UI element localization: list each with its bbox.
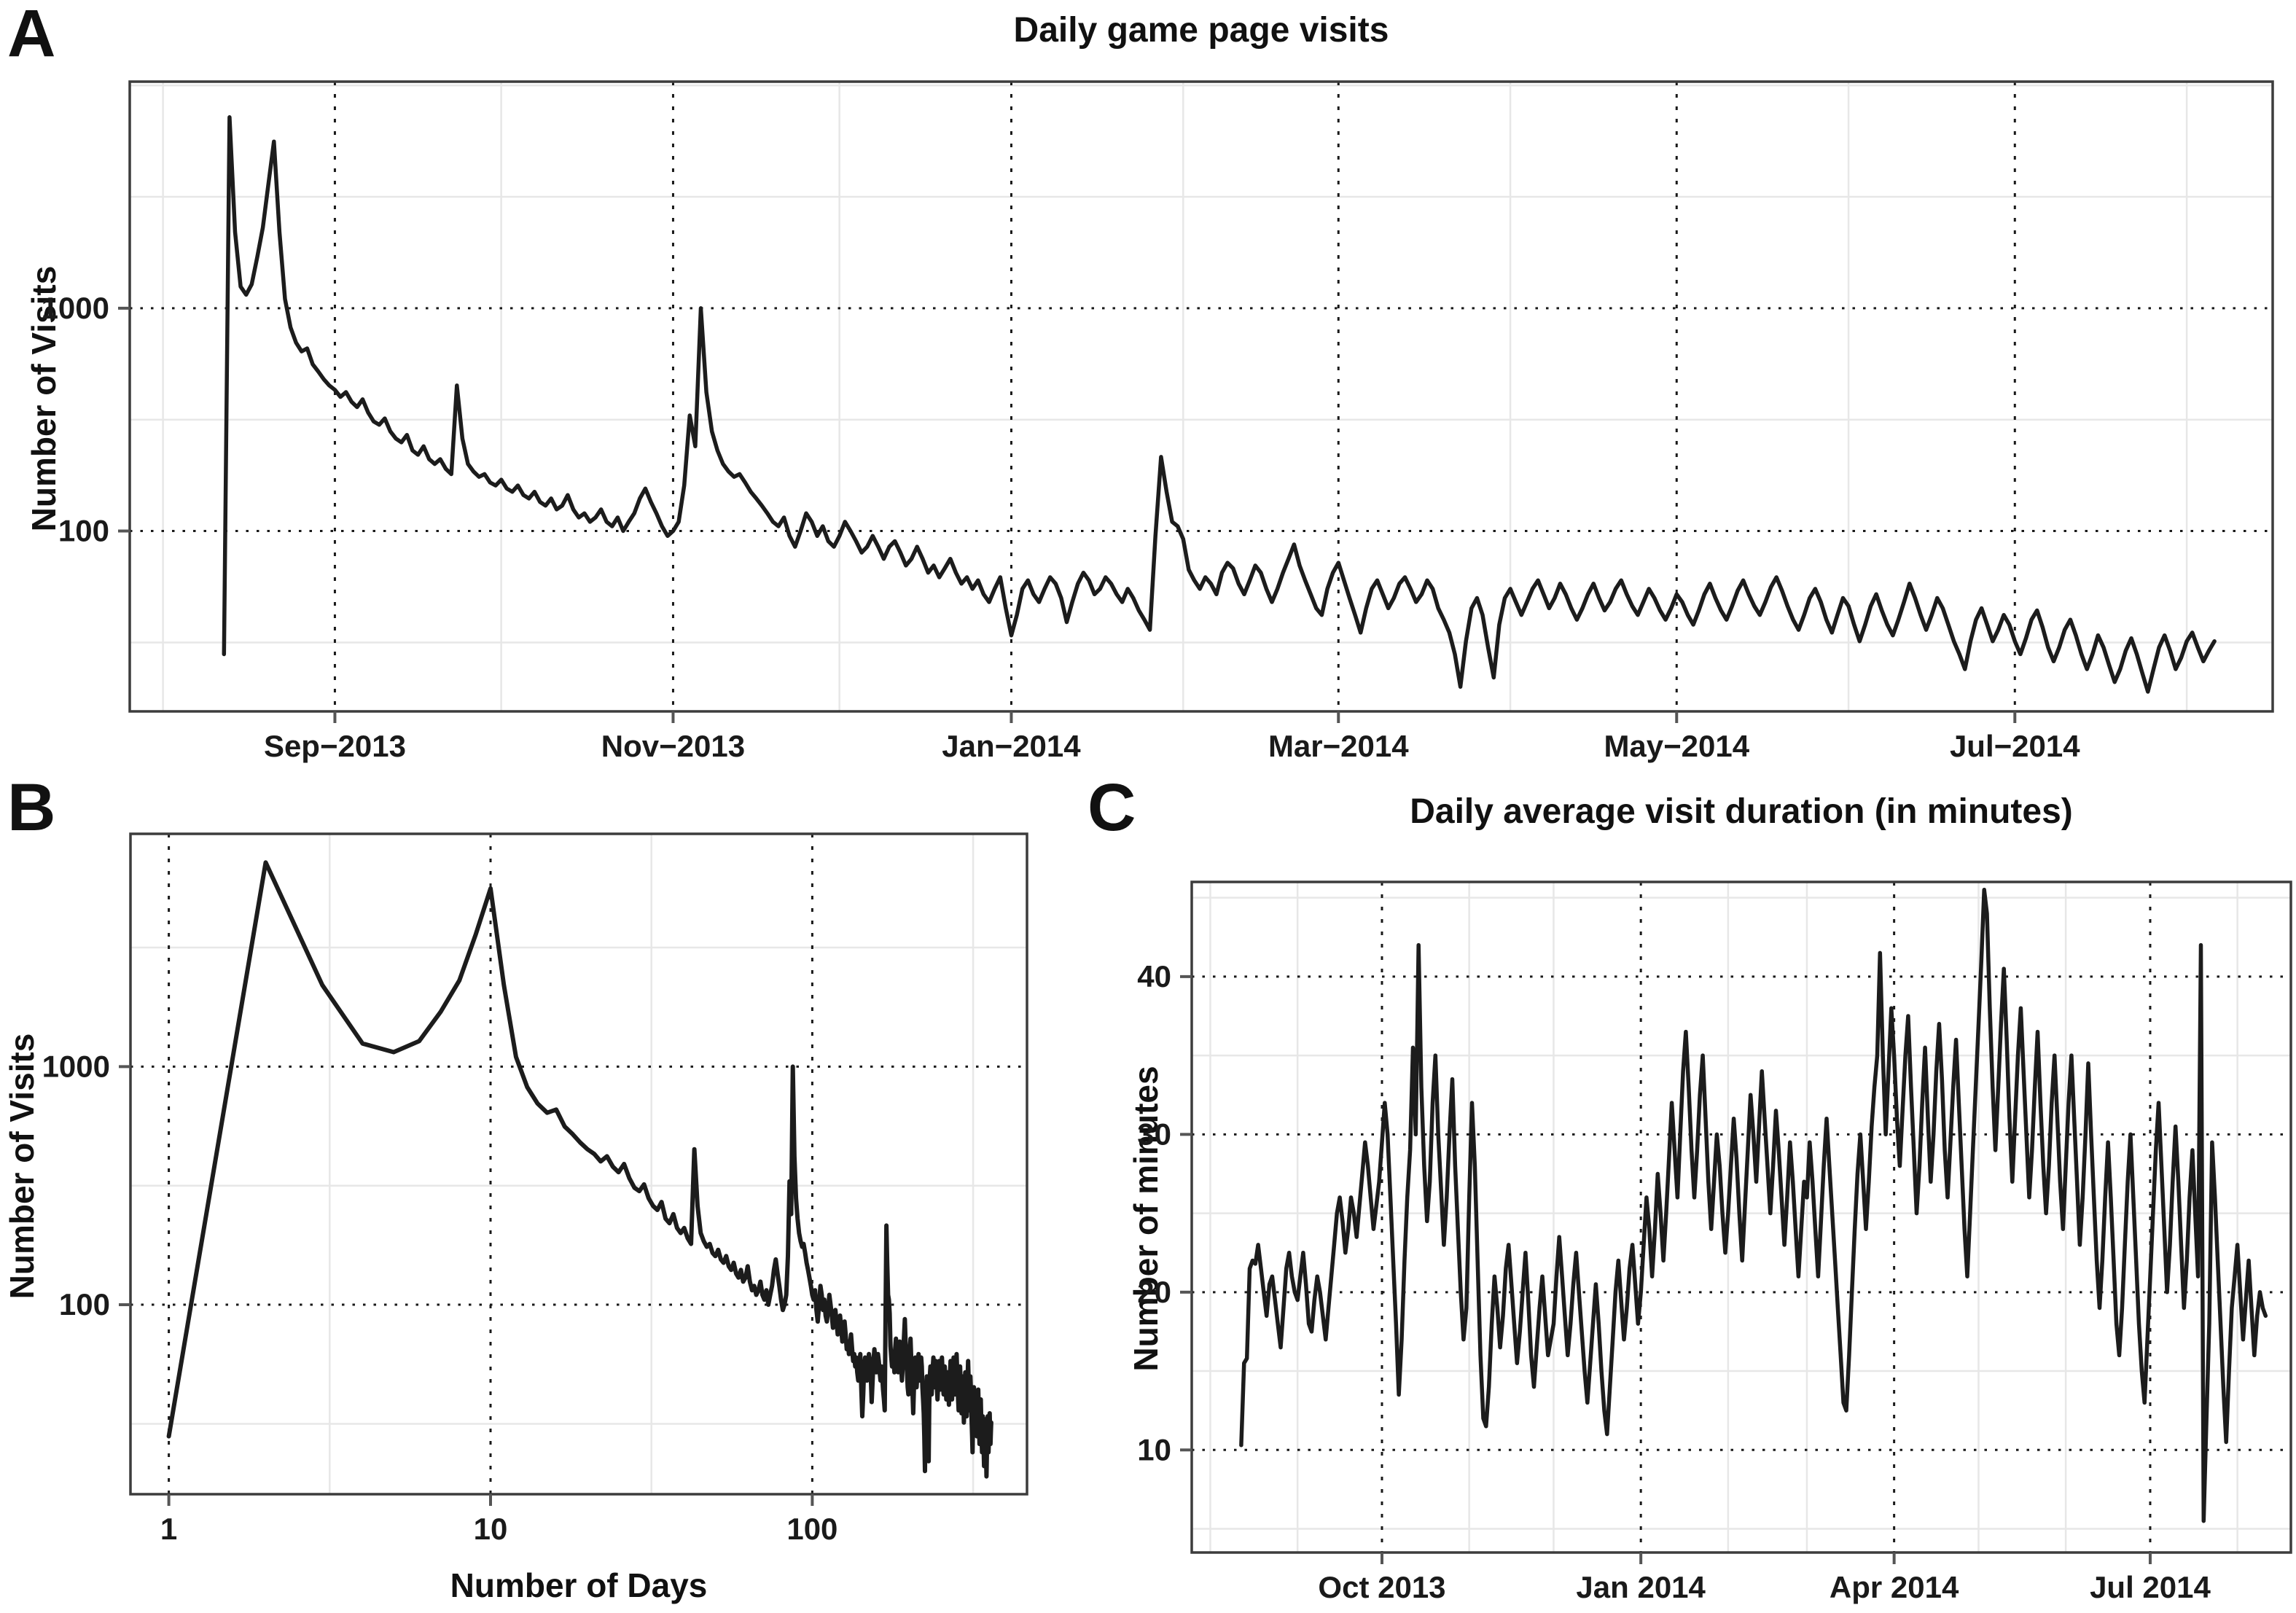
x-tick-label: Sep−2013	[264, 729, 406, 763]
y-tick-label: 1000	[42, 1049, 110, 1083]
y-tick-label: 10	[1137, 1432, 1171, 1466]
panel_b-series-line	[166, 860, 993, 1479]
y-tick-label: 40	[1137, 959, 1171, 993]
x-tick-label: May−2014	[1604, 729, 1749, 763]
x-tick-label: Jan 2014	[1576, 1570, 1706, 1604]
plot-border	[1190, 880, 2292, 1554]
plot-border	[128, 80, 2274, 713]
plot-border	[129, 832, 1028, 1496]
y-tick-label: 20	[1137, 1275, 1171, 1309]
x-tick-label: 10	[474, 1512, 508, 1546]
x-tick-label: Jul−2014	[1950, 729, 2080, 763]
y-tick-label: 100	[58, 514, 109, 548]
panel-a-title: Daily game page visits	[1013, 11, 1389, 50]
x-tick-label: 1	[160, 1512, 177, 1546]
x-tick-label: Jul 2014	[2090, 1570, 2211, 1604]
panel-b-letter: B	[7, 770, 56, 845]
y-tick-label: 30	[1137, 1117, 1171, 1151]
x-tick-label: Nov−2013	[601, 729, 745, 763]
x-tick-label: Apr 2014	[1830, 1570, 1959, 1604]
panel-b-xlabel: Number of Days	[450, 1566, 708, 1604]
x-tick-label: Mar−2014	[1268, 729, 1409, 763]
y-tick-label: 100	[59, 1287, 110, 1321]
y-tick-label: 1000	[42, 291, 109, 325]
panel-c-letter: C	[1088, 770, 1136, 845]
x-tick-label: 100	[786, 1512, 837, 1546]
panel_c-series-line	[1239, 888, 2268, 1523]
panel-a-letter: A	[7, 0, 56, 71]
panel_a-series-line	[222, 115, 2217, 694]
panel-c-title: Daily average visit duration (in minutes…	[1410, 792, 2073, 831]
x-tick-label: Jan−2014	[942, 729, 1081, 763]
x-tick-label: Oct 2013	[1318, 1570, 1445, 1604]
